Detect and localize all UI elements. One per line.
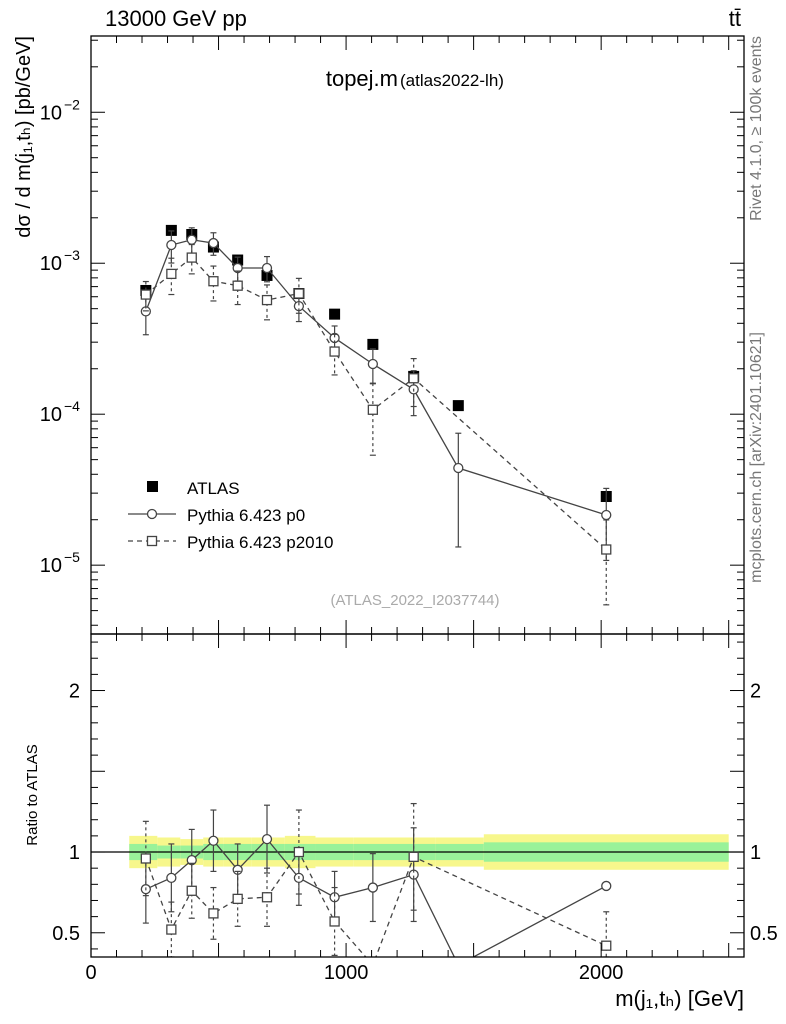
ratio-pythia-p2010-point [208, 908, 219, 919]
pythia-p0-point [186, 234, 197, 245]
pythia-p2010-point [261, 294, 273, 306]
legend-marker-p2010 [146, 535, 158, 547]
atlas-point [452, 400, 464, 412]
pythia-p2010-point [329, 346, 340, 357]
atlas-point [367, 338, 379, 350]
x-tick-label: 1000 [324, 962, 369, 984]
ratio-pythia-p2010-point [261, 892, 273, 903]
ratio-pythia-p2010-point [166, 924, 177, 935]
main-panel-series [140, 224, 612, 606]
ratio-pythia-p0-point [261, 833, 273, 845]
x-tick-label: 0 [85, 962, 96, 984]
rivet-label: Rivet 4.1.0, ≥ 100k events [748, 36, 765, 221]
ratio-panel-series [140, 802, 612, 957]
ratio-pythia-p2010-point [293, 846, 305, 858]
ratio-pythia-p0-point [367, 882, 379, 893]
ratio-pythia-p2010-point [232, 893, 243, 905]
ratio-tick-label-right: 0.5 [750, 923, 778, 945]
ratio-tick-label-left: 0.5 [52, 923, 80, 945]
pythia-p2010-point [408, 373, 419, 384]
legend-label: Pythia 6.423 p0 [187, 506, 305, 525]
ratio-tick-label-left: 1 [69, 842, 80, 864]
analysis-id: (ATLAS_2022_I2037744) [330, 592, 499, 609]
pythia-p0-point [367, 358, 379, 370]
ratio-pythia-p0-point [166, 872, 177, 884]
y-tick-exponent: −5 [64, 549, 80, 565]
pythia-p2010-point [293, 288, 305, 299]
legend: ATLAS Pythia 6.423 p0 Pythia 6.423 p2010 [128, 479, 334, 552]
ratio-pythia-p2010-point [601, 940, 612, 951]
y-axis-label: dσ / d m(j₁,tₕ) [pb/GeV] [13, 36, 35, 238]
legend-label: ATLAS [187, 479, 240, 498]
pythia-p0-point [208, 237, 219, 249]
ratio-axis-label: Ratio to ATLAS [24, 744, 41, 845]
pythia-p2010-point [367, 404, 379, 415]
ratio-pythia-p2010-point [186, 885, 197, 896]
axes-frame [90, 35, 745, 958]
ratio-pythia-p0-group [140, 804, 612, 957]
pythia-p2010-point [140, 289, 151, 300]
atlas-point [329, 308, 341, 320]
pythia-p2010-point [166, 268, 177, 280]
ratio-pythia-p0-point [208, 835, 219, 846]
pythia-p2010-point [186, 252, 197, 263]
chart-subtitle: (atlas2022-lh) [400, 71, 504, 90]
pythia-p0-point [261, 262, 273, 274]
ratio-tick-label-right: 1 [750, 842, 761, 864]
ratio-pythia-p0-point [601, 880, 612, 892]
y-tick-label: 10 [40, 404, 62, 426]
ratio-pythia-p2010-point [329, 916, 340, 927]
y-tick-label: 10 [40, 102, 62, 124]
y-tick-label: 10 [40, 253, 62, 275]
ratio-tick-label-left: 2 [69, 681, 80, 703]
axis-ticks [90, 36, 744, 957]
pythia-p2010-point [208, 276, 219, 287]
ratio-tick-label-right: 2 [750, 681, 761, 703]
pythia-p0-point [601, 509, 612, 521]
mcplots-label: mcplots.cern.ch [arXiv:2401.10621] [748, 332, 765, 583]
ratio-pythia-p2010-point [140, 853, 151, 864]
ratio-frame [90, 633, 745, 958]
y-tick-exponent: −2 [64, 96, 80, 112]
ratio-pythia-p2010-point [408, 851, 419, 863]
header-process: tt̄ [729, 6, 741, 31]
ratio-pythia-p2010-group [140, 802, 612, 957]
legend-marker-atlas [147, 481, 158, 492]
pythia-p0-point [453, 462, 464, 474]
y-tick-exponent: −3 [64, 247, 80, 263]
x-tick-label: 2000 [579, 962, 624, 984]
x-axis-label: m(j₁,tₕ) [GeV] [615, 986, 744, 1011]
legend-label: Pythia 6.423 p2010 [187, 533, 334, 552]
y-tick-exponent: −4 [64, 398, 80, 414]
pythia-p0-point [166, 239, 177, 251]
pythia-p2010-point [232, 280, 243, 291]
legend-marker-p0 [146, 508, 158, 520]
header-collision: 13000 GeV pp [105, 6, 247, 31]
pythia-p2010-point [601, 544, 612, 555]
y-tick-label: 10 [40, 555, 62, 577]
chart-title: topej.m [326, 66, 398, 91]
